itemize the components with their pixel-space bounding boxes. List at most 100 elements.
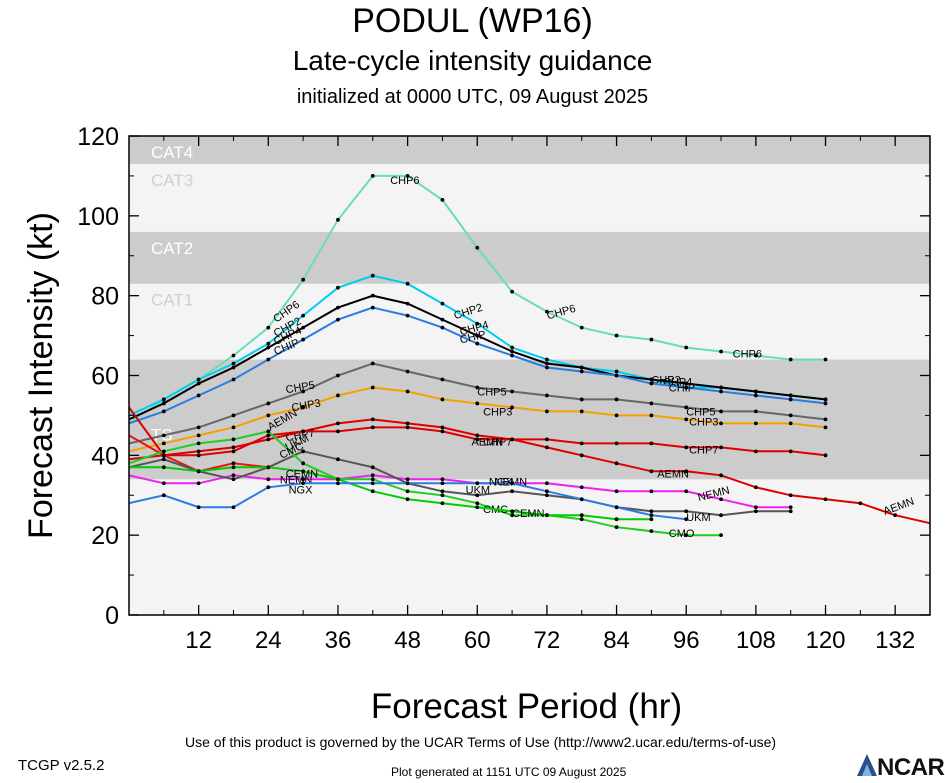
data-point [545,361,549,366]
data-point [788,493,793,498]
data-point [301,469,306,474]
data-point [510,489,514,494]
data-point [405,425,410,430]
data-point [510,389,514,394]
data-point [649,529,654,534]
data-point [231,425,236,430]
data-point [823,497,828,502]
data-point [405,281,410,286]
data-point [161,449,166,454]
data-point [196,441,201,446]
data-point [440,493,445,498]
data-point [719,385,723,390]
data-point [301,337,306,342]
data-point [475,481,480,486]
series-line [129,466,652,521]
version-label: TCGP v2.5.2 [18,757,105,774]
data-point [301,389,306,394]
data-point [440,197,445,202]
data-point [440,429,445,434]
data-point [545,481,549,486]
x-tick-label: 84 [603,627,630,654]
data-point [266,341,271,346]
data-point [336,305,340,310]
data-point [370,465,375,470]
data-point [336,429,340,434]
ncar-logo-text: NCAR [877,754,945,781]
data-point [753,353,758,358]
x-tick-label: 12 [185,627,212,654]
data-point [579,453,584,458]
data-point [579,485,584,490]
data-point [370,481,375,486]
data-point [579,441,584,446]
data-point [231,505,236,510]
series-label: NGX [289,484,314,496]
init-time: initialized at 0000 UTC, 09 August 2025 [296,86,649,108]
data-point [649,509,654,514]
y-tick-label: 40 [91,442,119,470]
series-label: CHP7 [689,444,718,456]
data-point [719,497,723,502]
data-point [614,373,619,378]
y-tick-label: 60 [91,363,119,391]
series-label: CHP5 [477,386,506,398]
data-point [405,389,410,394]
data-point [336,421,340,426]
series-label: AEMN [471,436,503,448]
data-point [475,433,480,438]
data-point [545,437,549,442]
series-label: UKM [466,484,490,496]
data-point [231,437,236,442]
data-point [231,461,236,466]
data-point [301,461,306,466]
category-band [129,283,930,360]
data-point [614,505,619,510]
data-point [231,477,236,482]
series-label: CHP6 [390,175,419,187]
series-label: CEMN [286,468,318,480]
data-point [649,517,654,522]
data-point [719,421,723,426]
data-point [161,481,166,486]
data-point [684,469,689,474]
data-point [405,489,410,494]
data-point [579,497,584,502]
series-label: AEMN [657,468,689,480]
generated-time: Plot generated at 1151 UTC 09 August 202… [391,765,627,779]
data-point [370,489,375,494]
data-point [788,421,793,426]
data-point [475,385,480,390]
data-point [161,441,166,446]
x-axis-label: Forecast Period (hr) [371,687,682,726]
series-label: CHIP [669,382,695,394]
data-point [370,425,375,430]
category-band-label: CAT2 [151,239,193,258]
data-point [336,217,340,222]
series-label: CEMN [512,508,544,520]
data-point [440,317,445,322]
data-point [545,357,549,362]
data-point [719,513,723,518]
series-ngx: NGX NGX [129,476,689,522]
data-point [196,377,201,382]
data-point [301,481,306,486]
data-point [649,441,654,446]
x-tick-label: 132 [875,627,915,654]
y-tick-label: 0 [105,602,119,630]
data-point [614,489,619,494]
data-point [579,409,584,414]
data-point [301,429,306,434]
data-point [788,449,793,454]
data-point [196,481,201,486]
data-point [614,397,619,402]
data-point [266,325,271,330]
data-point [614,369,619,374]
data-point [405,301,410,306]
data-point [475,501,480,506]
data-point [753,485,758,490]
x-tick-label: 48 [394,627,421,654]
data-point [545,489,549,494]
data-point [266,413,271,418]
data-point [405,313,410,318]
